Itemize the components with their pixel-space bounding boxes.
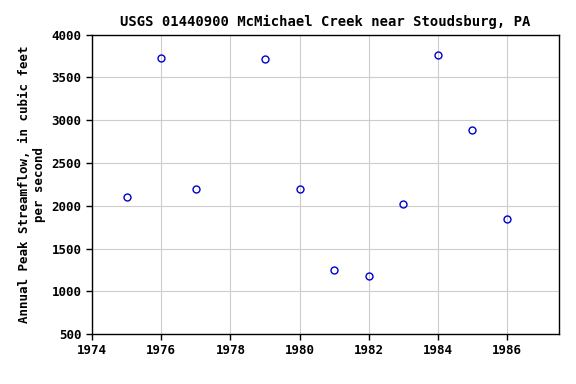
Y-axis label: Annual Peak Streamflow, in cubic feet
per second: Annual Peak Streamflow, in cubic feet pe… (18, 46, 46, 323)
Title: USGS 01440900 McMichael Creek near Stoudsburg, PA: USGS 01440900 McMichael Creek near Stoud… (120, 15, 530, 29)
